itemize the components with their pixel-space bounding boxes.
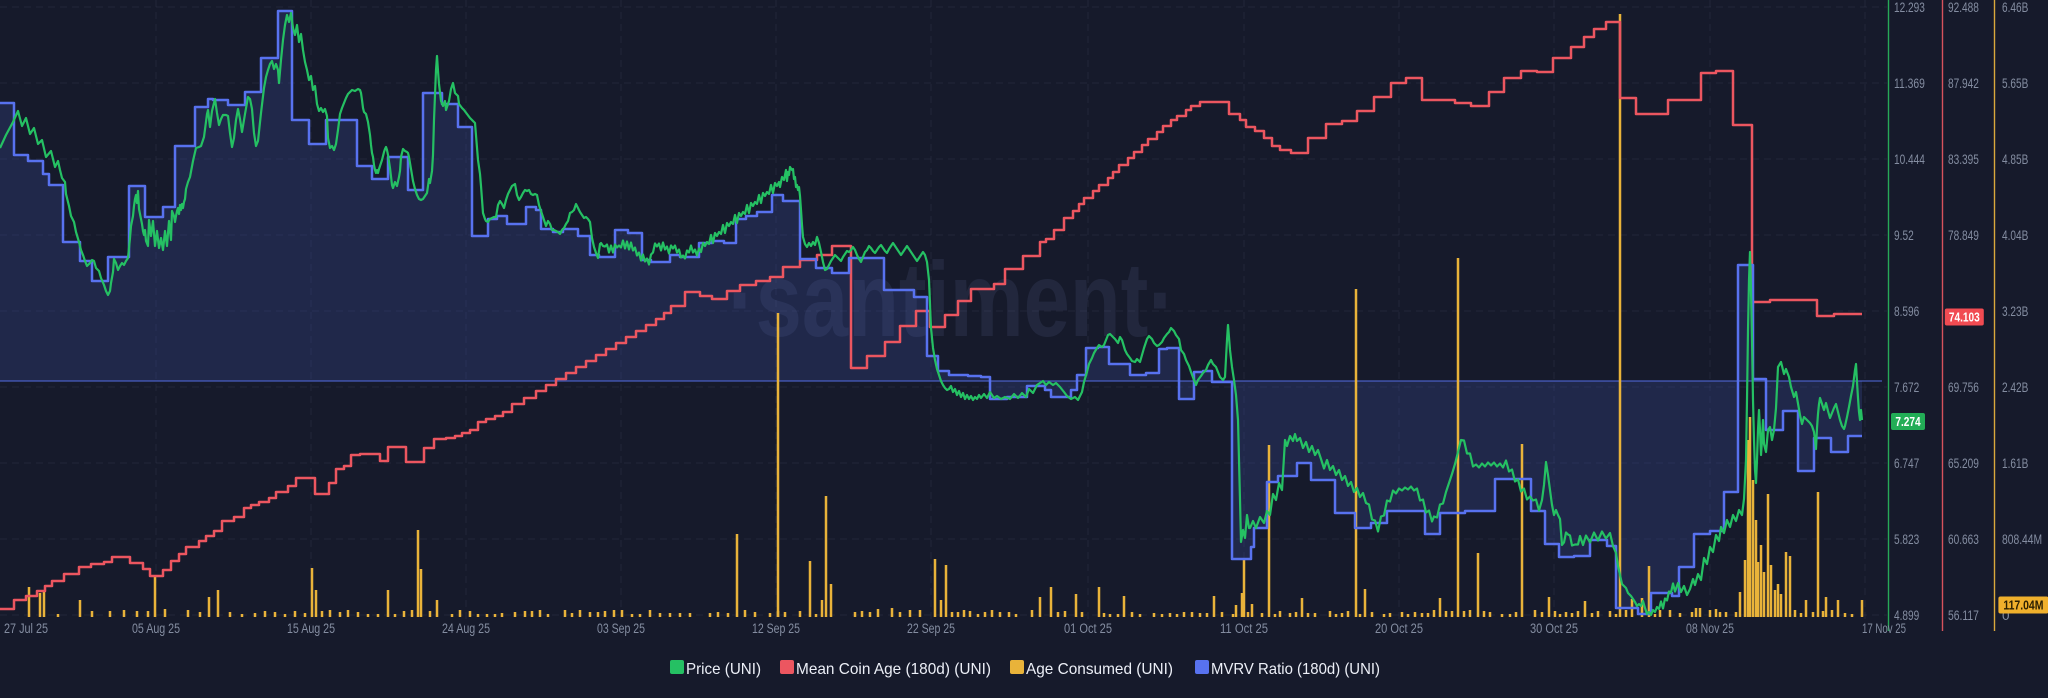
svg-text:808.44M: 808.44M [2002,532,2042,547]
svg-text:4.899: 4.899 [1894,608,1919,623]
svg-text:60.663: 60.663 [1948,532,1979,547]
svg-text:15 Aug 25: 15 Aug 25 [287,621,335,636]
svg-text:Price (UNI): Price (UNI) [686,661,761,678]
svg-text:MVRV Ratio (180d) (UNI): MVRV Ratio (180d) (UNI) [1211,661,1380,678]
svg-text:4.04B: 4.04B [2002,228,2028,243]
svg-text:11 Oct 25: 11 Oct 25 [1220,621,1268,636]
svg-text:11.369: 11.369 [1894,76,1925,91]
svg-text:Mean Coin Age (180d) (UNI): Mean Coin Age (180d) (UNI) [796,661,991,678]
svg-text:6.747: 6.747 [1894,456,1919,471]
svg-text:17 Nov 25: 17 Nov 25 [1862,621,1906,636]
svg-text:30 Oct 25: 30 Oct 25 [1530,621,1578,636]
svg-text:7.672: 7.672 [1894,380,1919,395]
svg-text:12 Sep 25: 12 Sep 25 [752,621,800,636]
svg-text:22 Sep 25: 22 Sep 25 [907,621,955,636]
svg-text:117.04M: 117.04M [2003,598,2043,613]
svg-text:78.849: 78.849 [1948,228,1979,243]
svg-text:3.23B: 3.23B [2002,304,2028,319]
svg-text:08 Nov 25: 08 Nov 25 [1686,621,1734,636]
svg-text:83.395: 83.395 [1948,152,1979,167]
svg-text:5.823: 5.823 [1894,532,1919,547]
svg-text:74.103: 74.103 [1949,310,1980,325]
svg-text:1.61B: 1.61B [2002,456,2028,471]
svg-text:05 Aug 25: 05 Aug 25 [132,621,180,636]
svg-text:03 Sep 25: 03 Sep 25 [597,621,645,636]
svg-text:12.293: 12.293 [1894,0,1925,15]
svg-text:0: 0 [2002,608,2010,623]
svg-text:5.65B: 5.65B [2002,76,2028,91]
svg-text:01 Oct 25: 01 Oct 25 [1064,621,1112,636]
svg-text:8.596: 8.596 [1894,304,1919,319]
svg-text:27 Jul 25: 27 Jul 25 [4,621,48,636]
svg-text:92.488: 92.488 [1948,0,1979,15]
svg-text:9.52: 9.52 [1894,228,1914,243]
svg-text:Age Consumed (UNI): Age Consumed (UNI) [1026,661,1173,678]
svg-text:87.942: 87.942 [1948,76,1979,91]
svg-text:69.756: 69.756 [1948,380,1979,395]
svg-text:7.274: 7.274 [1895,414,1921,429]
svg-text:20 Oct 25: 20 Oct 25 [1375,621,1423,636]
svg-text:56.117: 56.117 [1948,608,1979,623]
svg-text:2.42B: 2.42B [2002,380,2028,395]
svg-text:4.85B: 4.85B [2002,152,2028,167]
svg-text:6.46B: 6.46B [2002,0,2028,15]
svg-text:24 Aug 25: 24 Aug 25 [442,621,490,636]
svg-text:10.444: 10.444 [1894,152,1925,167]
svg-text:65.209: 65.209 [1948,456,1979,471]
